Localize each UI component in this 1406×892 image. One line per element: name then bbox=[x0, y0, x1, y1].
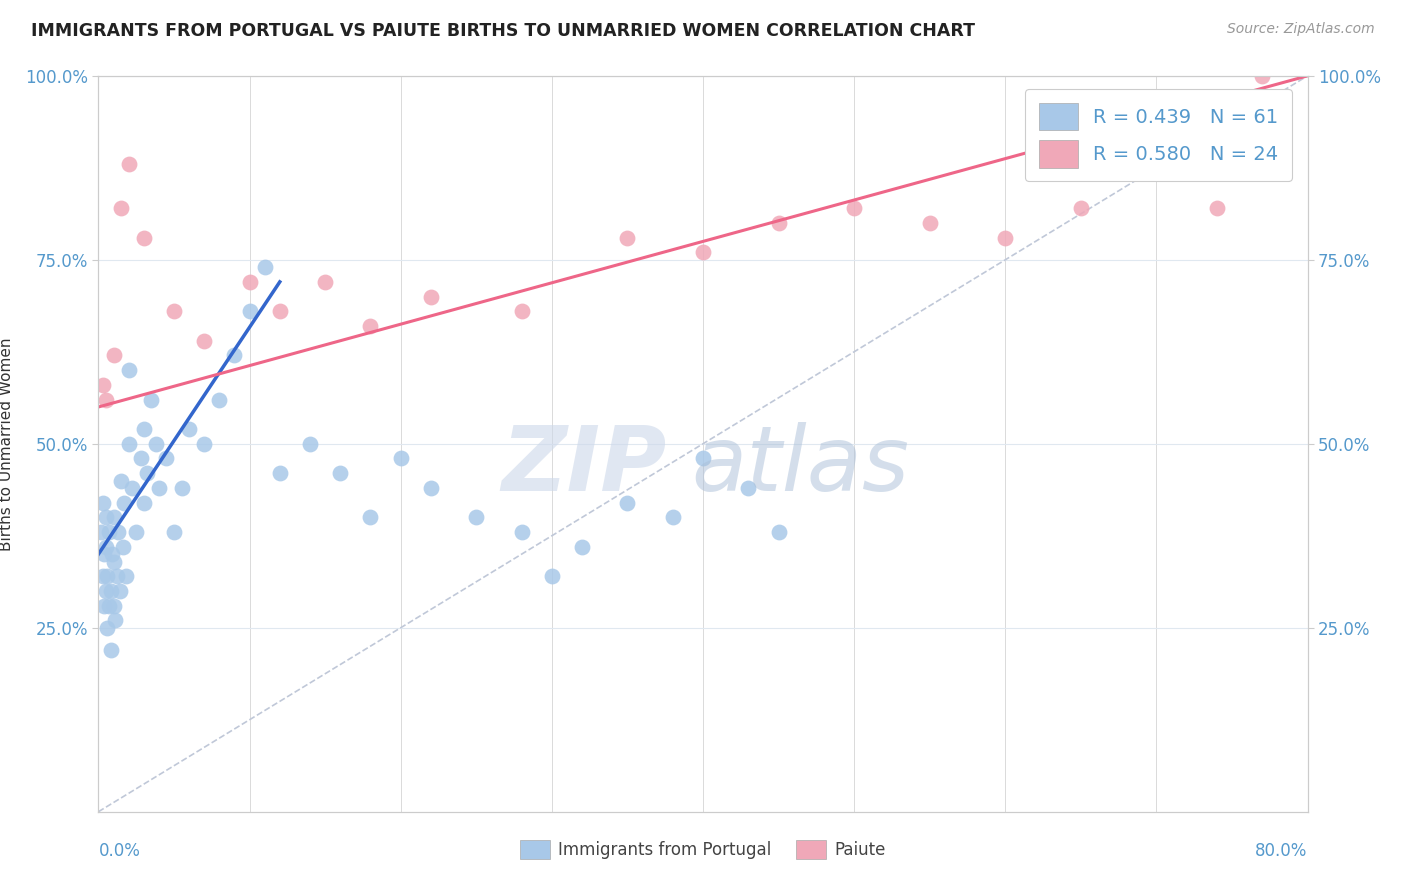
Point bbox=[314, 275, 336, 289]
Point bbox=[91, 378, 114, 392]
Point bbox=[129, 451, 152, 466]
Point bbox=[193, 436, 215, 450]
Point bbox=[420, 481, 443, 495]
Point bbox=[768, 216, 790, 230]
Point bbox=[918, 216, 941, 230]
Point bbox=[96, 569, 118, 583]
Point bbox=[118, 436, 141, 450]
Point bbox=[768, 524, 790, 539]
Point bbox=[208, 392, 231, 407]
Point bbox=[465, 510, 488, 524]
Point bbox=[253, 260, 276, 275]
Point bbox=[103, 599, 125, 613]
Point bbox=[329, 466, 352, 480]
Point bbox=[103, 510, 125, 524]
Point bbox=[737, 481, 759, 495]
Point bbox=[420, 289, 443, 303]
Point bbox=[269, 304, 291, 318]
Y-axis label: Births to Unmarried Women: Births to Unmarried Women bbox=[0, 337, 14, 550]
Point bbox=[141, 392, 163, 407]
Text: atlas: atlas bbox=[690, 422, 908, 510]
Point bbox=[299, 436, 322, 450]
Point bbox=[135, 466, 157, 480]
Point bbox=[94, 583, 117, 598]
Point bbox=[510, 524, 533, 539]
Point bbox=[994, 230, 1017, 244]
Point bbox=[94, 392, 117, 407]
Point bbox=[1251, 69, 1274, 83]
Point bbox=[94, 510, 117, 524]
Point bbox=[132, 422, 155, 436]
Point bbox=[103, 554, 125, 569]
Point bbox=[224, 348, 246, 362]
Point bbox=[132, 230, 155, 244]
Point bbox=[155, 451, 177, 466]
Point bbox=[132, 496, 155, 510]
Point bbox=[540, 569, 562, 583]
Text: 0.0%: 0.0% bbox=[98, 842, 141, 860]
Point bbox=[110, 201, 132, 215]
Point bbox=[163, 304, 186, 318]
Point bbox=[360, 510, 382, 524]
Point bbox=[98, 524, 121, 539]
Point bbox=[163, 524, 186, 539]
Text: ZIP: ZIP bbox=[502, 422, 666, 510]
Point bbox=[90, 524, 112, 539]
Point bbox=[692, 451, 714, 466]
Point bbox=[125, 524, 148, 539]
Point bbox=[510, 304, 533, 318]
Point bbox=[121, 481, 143, 495]
Point bbox=[91, 496, 114, 510]
Point bbox=[118, 363, 141, 377]
Point bbox=[692, 245, 714, 260]
Point bbox=[571, 540, 593, 554]
Point bbox=[108, 583, 131, 598]
Point bbox=[1146, 157, 1168, 171]
Point bbox=[148, 481, 170, 495]
Point bbox=[100, 583, 122, 598]
Point bbox=[145, 436, 167, 450]
Point bbox=[269, 466, 291, 480]
Point bbox=[91, 569, 114, 583]
Text: 80.0%: 80.0% bbox=[1256, 842, 1308, 860]
Point bbox=[98, 599, 121, 613]
Point bbox=[110, 474, 132, 488]
Point bbox=[844, 201, 866, 215]
Point bbox=[104, 614, 127, 628]
Text: IMMIGRANTS FROM PORTUGAL VS PAIUTE BIRTHS TO UNMARRIED WOMEN CORRELATION CHART: IMMIGRANTS FROM PORTUGAL VS PAIUTE BIRTH… bbox=[31, 22, 974, 40]
Point bbox=[239, 275, 262, 289]
Point bbox=[114, 569, 136, 583]
Point bbox=[111, 540, 134, 554]
Point bbox=[360, 318, 382, 333]
Point bbox=[105, 569, 128, 583]
Point bbox=[1206, 201, 1229, 215]
Point bbox=[193, 334, 215, 348]
Point bbox=[179, 422, 201, 436]
Point bbox=[101, 547, 124, 561]
Point bbox=[93, 547, 115, 561]
Point bbox=[107, 524, 129, 539]
Point bbox=[93, 599, 115, 613]
Text: Source: ZipAtlas.com: Source: ZipAtlas.com bbox=[1227, 22, 1375, 37]
Point bbox=[103, 348, 125, 362]
Legend: Immigrants from Portugal, Paiute: Immigrants from Portugal, Paiute bbox=[513, 833, 893, 866]
Point bbox=[616, 230, 638, 244]
Point bbox=[661, 510, 683, 524]
Point bbox=[616, 496, 638, 510]
Point bbox=[94, 540, 117, 554]
Point bbox=[389, 451, 412, 466]
Point bbox=[100, 642, 122, 657]
Point bbox=[170, 481, 193, 495]
Point bbox=[112, 496, 135, 510]
Point bbox=[118, 157, 141, 171]
Point bbox=[96, 621, 118, 635]
Point bbox=[1070, 201, 1092, 215]
Point bbox=[239, 304, 262, 318]
